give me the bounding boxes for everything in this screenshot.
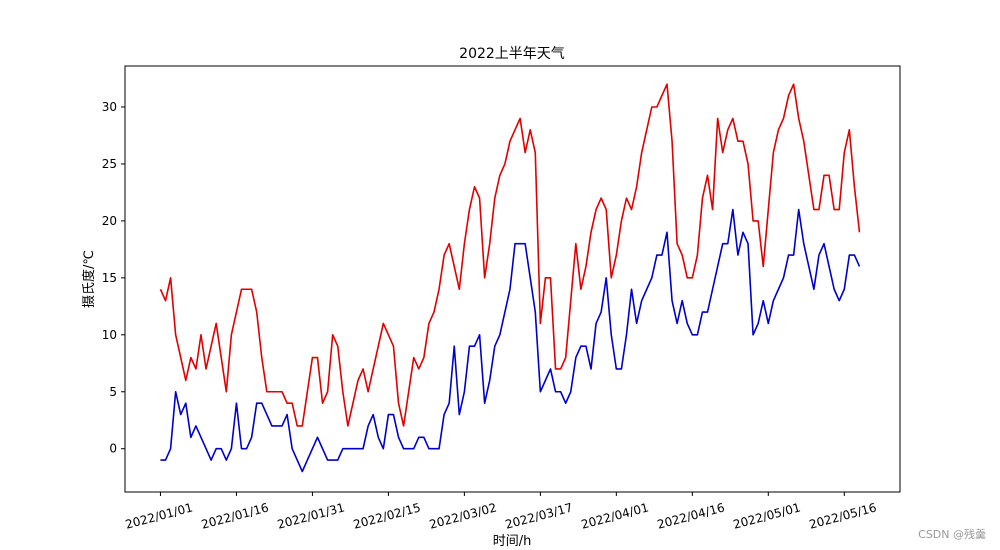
x-tick-label: 2022/01/01 <box>124 500 194 531</box>
y-axis-label: 摄氏度/℃ <box>81 250 97 308</box>
x-tick-label: 2022/05/16 <box>808 500 878 531</box>
x-tick-label: 2022/02/15 <box>352 500 422 531</box>
y-axis: 0 5 10 15 20 25 30 <box>102 100 125 456</box>
y-tick-label: 5 <box>109 385 117 399</box>
series-layer <box>159 83 861 473</box>
series-line-1 <box>159 83 861 427</box>
chart-title: 2022上半年天气 <box>459 46 565 62</box>
x-tick-label: 2022/01/31 <box>276 500 346 531</box>
y-tick-label: 25 <box>102 157 117 171</box>
x-tick-label: 2022/01/16 <box>200 500 270 531</box>
x-tick-label: 2022/04/01 <box>580 500 650 531</box>
y-tick-label: 10 <box>102 328 117 342</box>
y-tick-label: 20 <box>102 214 117 228</box>
x-tick-label: 2022/03/02 <box>428 500 498 531</box>
plot-frame <box>124 65 901 493</box>
watermark: CSDN @残羹 <box>918 528 986 541</box>
series-line-2 <box>160 208 861 473</box>
y-tick-label: 15 <box>102 271 117 285</box>
x-axis-label: 时间/h <box>493 534 532 549</box>
y-tick-label: 30 <box>102 100 117 114</box>
x-axis: 2022/01/01 2022/01/16 2022/01/31 2022/02/15… <box>124 492 878 532</box>
x-tick-label: 2022/05/01 <box>732 500 802 531</box>
y-tick-label: 0 <box>109 442 117 456</box>
x-tick-label: 2022/03/17 <box>504 500 574 531</box>
x-tick-label: 2022/04/16 <box>656 500 726 531</box>
